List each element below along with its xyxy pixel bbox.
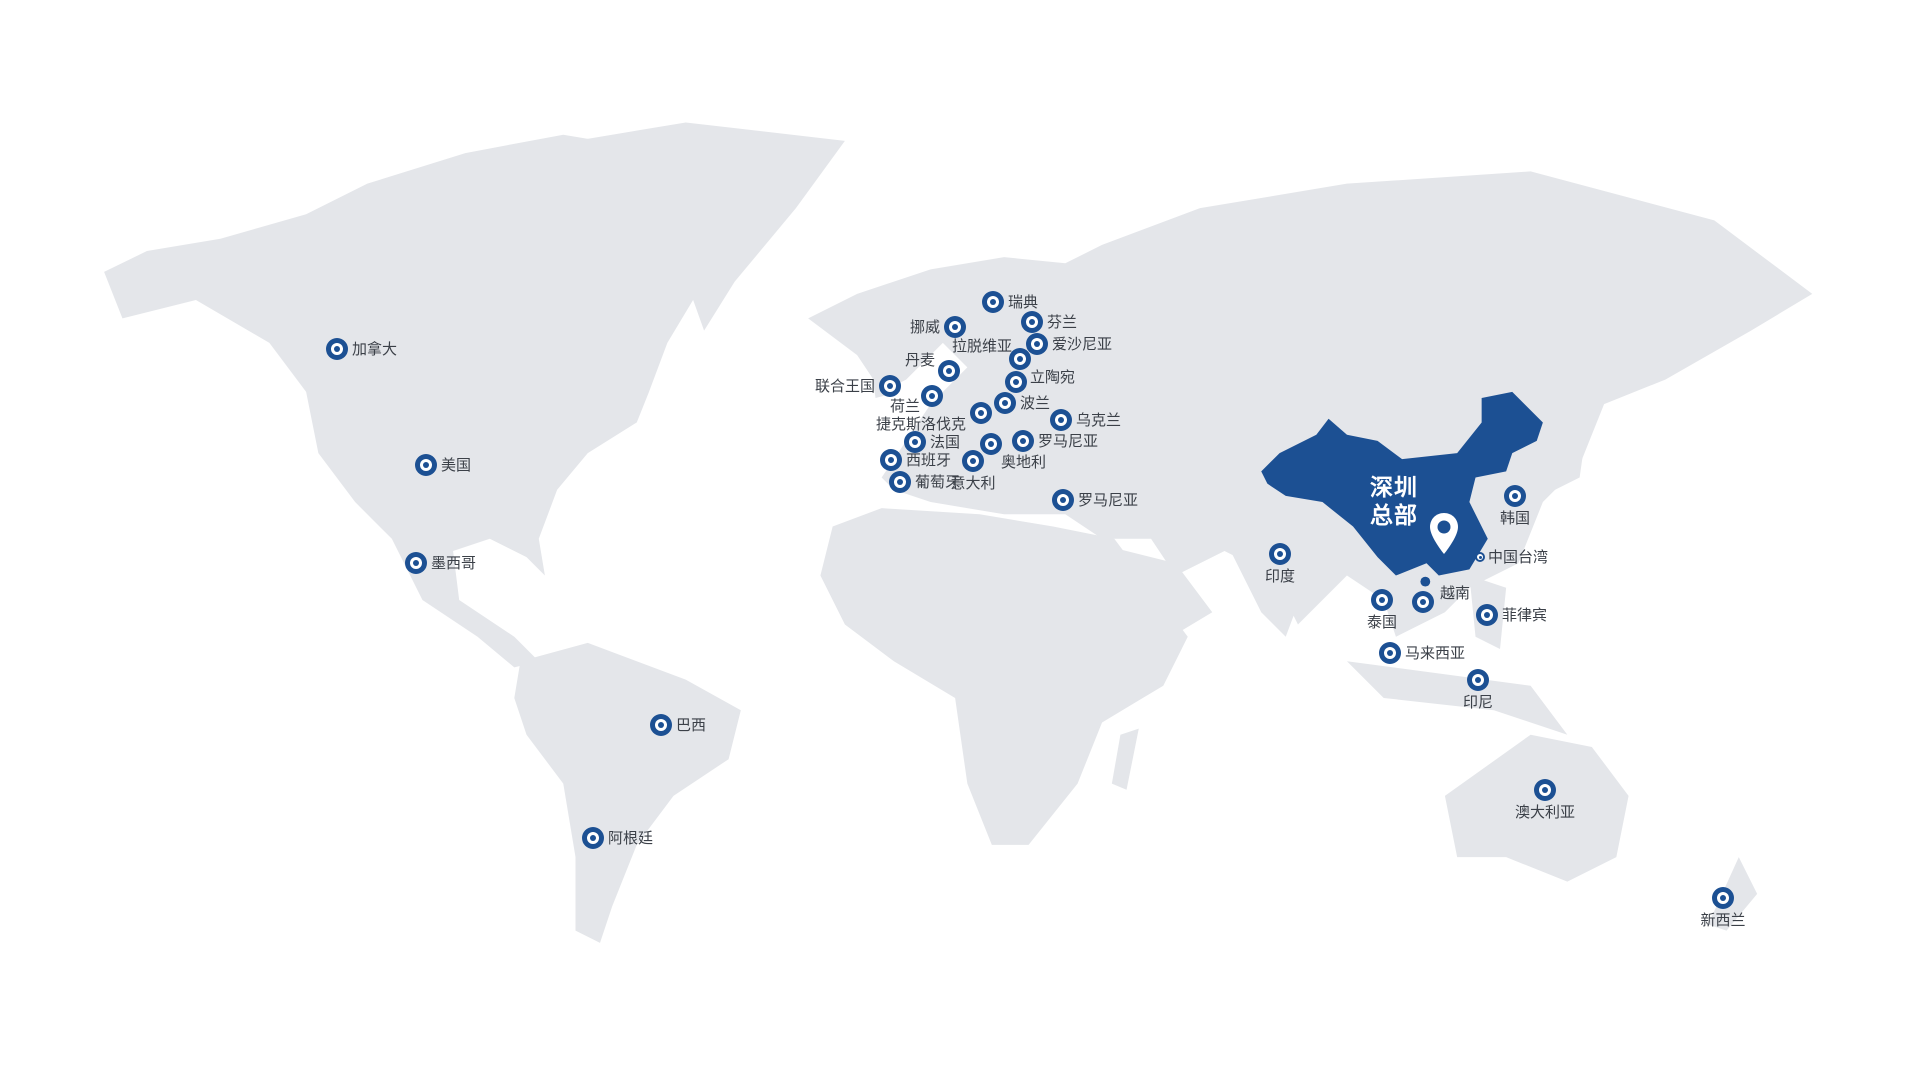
- location-label: 爱沙尼亚: [1052, 335, 1113, 353]
- australia: [1444, 734, 1629, 882]
- location-marker-icon[interactable]: [889, 471, 911, 493]
- location-label: 西班牙: [906, 451, 952, 469]
- location-label: 挪威: [910, 318, 941, 336]
- headquarters-label: 深圳 总部: [1370, 474, 1418, 530]
- north-america: [104, 134, 735, 668]
- location-marker-icon[interactable]: [921, 385, 943, 407]
- location-label: 新西兰: [1700, 911, 1746, 929]
- location-marker-icon[interactable]: [1534, 779, 1556, 801]
- location-marker-icon[interactable]: [980, 433, 1002, 455]
- location-marker-icon[interactable]: [650, 714, 672, 736]
- location-marker-icon[interactable]: [1269, 543, 1291, 565]
- location-marker-icon[interactable]: [326, 338, 348, 360]
- china-highlight: [1261, 391, 1543, 576]
- location-label: 荷兰: [890, 397, 921, 415]
- hq-line-2: 总部: [1370, 503, 1418, 529]
- location-label: 美国: [441, 456, 472, 474]
- location-marker-icon[interactable]: [938, 360, 960, 382]
- location-marker-icon[interactable]: [1476, 604, 1498, 626]
- location-label: 印尼: [1463, 693, 1494, 711]
- location-label: 意大利: [950, 474, 996, 492]
- greenland: [575, 122, 845, 331]
- location-label: 泰国: [1367, 613, 1398, 631]
- hainan: [1420, 576, 1431, 587]
- location-marker-icon[interactable]: [880, 449, 902, 471]
- location-label: 拉脱维亚: [952, 337, 1013, 355]
- japan: [1530, 391, 1592, 503]
- location-marker-icon[interactable]: [962, 450, 984, 472]
- location-label: 菲律宾: [1502, 606, 1548, 624]
- location-marker-icon[interactable]: [879, 375, 901, 397]
- location-marker-icon[interactable]: [1012, 430, 1034, 452]
- location-label: 芬兰: [1047, 313, 1078, 331]
- map-pin-icon: [1430, 513, 1458, 554]
- arabia: [1077, 538, 1213, 649]
- location-marker-icon[interactable]: [1379, 642, 1401, 664]
- location-label: 葡萄牙: [915, 473, 961, 491]
- location-label: 捷克斯洛伐克: [876, 415, 967, 433]
- location-marker-icon[interactable]: [1504, 485, 1526, 507]
- location-marker-icon[interactable]: [944, 316, 966, 338]
- location-marker-icon[interactable]: [1026, 333, 1048, 355]
- location-marker-icon[interactable]: [1021, 311, 1043, 333]
- location-label: 墨西哥: [431, 554, 477, 572]
- location-marker-icon[interactable]: [994, 392, 1016, 414]
- location-label: 巴西: [676, 716, 707, 734]
- location-label: 阿根廷: [608, 829, 654, 847]
- location-marker-icon[interactable]: [1412, 591, 1434, 613]
- location-marker-icon[interactable]: [1009, 348, 1031, 370]
- location-marker-icon[interactable]: [1371, 589, 1393, 611]
- location-marker-icon[interactable]: [1712, 887, 1734, 909]
- location-marker-icon[interactable]: [904, 431, 926, 453]
- location-marker-icon[interactable]: [1475, 552, 1485, 562]
- location-label: 奥地利: [1001, 453, 1047, 471]
- location-marker-icon[interactable]: [1005, 371, 1027, 393]
- location-label: 联合王国: [815, 377, 876, 395]
- location-label: 越南: [1440, 584, 1471, 602]
- location-label: 丹麦: [905, 351, 936, 369]
- india: [1224, 538, 1323, 637]
- location-label: 乌克兰: [1076, 411, 1122, 429]
- location-marker-icon[interactable]: [1052, 489, 1074, 511]
- location-marker-icon[interactable]: [970, 402, 992, 424]
- location-label: 瑞典: [1008, 293, 1039, 311]
- location-label: 波兰: [1020, 394, 1051, 412]
- indonesia: [1346, 661, 1568, 735]
- madagascar: [1111, 728, 1139, 790]
- south-america: [514, 642, 741, 943]
- hq-line-1: 深圳: [1370, 475, 1418, 501]
- location-label: 罗马尼亚: [1078, 491, 1139, 509]
- location-label: 罗马尼亚: [1038, 432, 1099, 450]
- location-label: 韩国: [1500, 509, 1531, 527]
- location-marker-icon[interactable]: [582, 827, 604, 849]
- location-marker-icon[interactable]: [405, 552, 427, 574]
- location-label: 澳大利亚: [1515, 803, 1576, 821]
- location-label: 加拿大: [352, 340, 398, 358]
- location-marker-icon[interactable]: [1050, 409, 1072, 431]
- location-label: 中国台湾: [1488, 548, 1549, 566]
- location-marker-icon[interactable]: [1467, 669, 1489, 691]
- location-label: 法国: [930, 433, 961, 451]
- location-label: 印度: [1265, 567, 1296, 585]
- location-marker-icon[interactable]: [982, 291, 1004, 313]
- location-marker-icon[interactable]: [415, 454, 437, 476]
- location-label: 马来西亚: [1405, 644, 1466, 662]
- location-label: 立陶宛: [1030, 368, 1076, 386]
- eurasia: [808, 171, 1813, 637]
- africa: [820, 508, 1188, 845]
